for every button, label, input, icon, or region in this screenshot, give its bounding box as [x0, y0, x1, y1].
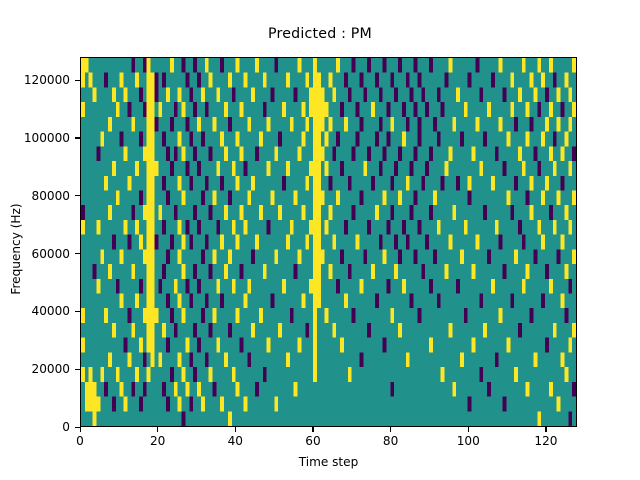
- x-tick-label: 20: [149, 434, 166, 448]
- x-tick-mark: [390, 427, 392, 432]
- heatmap-image: [81, 58, 576, 426]
- x-tick-mark: [234, 427, 236, 432]
- y-tick-label: 0: [62, 420, 70, 434]
- y-tick-mark: [75, 310, 80, 312]
- y-tick-label: 40000: [31, 304, 70, 319]
- x-tick-label: 60: [305, 434, 321, 448]
- y-tick-label: 80000: [31, 188, 70, 203]
- x-tick-mark: [157, 427, 159, 432]
- y-tick-mark: [75, 426, 80, 428]
- y-tick-label: 100000: [23, 130, 70, 145]
- chart-title: Predicted : PM: [268, 26, 372, 42]
- y-tick-mark: [75, 253, 80, 255]
- x-tick-label: 120: [534, 434, 558, 448]
- x-tick-label: 80: [382, 434, 399, 448]
- x-tick-label: 40: [227, 434, 244, 448]
- x-tick-mark: [312, 427, 314, 432]
- y-tick-label: 120000: [23, 73, 70, 88]
- y-tick-mark: [75, 79, 80, 81]
- y-tick-label: 20000: [31, 362, 70, 377]
- y-axis-label: Frequency (Hz): [9, 203, 23, 295]
- y-tick-mark: [75, 137, 80, 139]
- x-axis-label: Time step: [298, 455, 359, 469]
- x-tick-mark: [79, 427, 81, 432]
- x-tick-label: 100: [456, 434, 480, 448]
- y-tick-label: 60000: [31, 246, 70, 261]
- heatmap-axes[interactable]: [80, 57, 577, 427]
- y-tick-mark: [75, 195, 80, 197]
- x-tick-label: 0: [76, 434, 84, 448]
- y-tick-mark: [75, 368, 80, 370]
- x-tick-mark: [467, 427, 469, 432]
- x-tick-mark: [545, 427, 547, 432]
